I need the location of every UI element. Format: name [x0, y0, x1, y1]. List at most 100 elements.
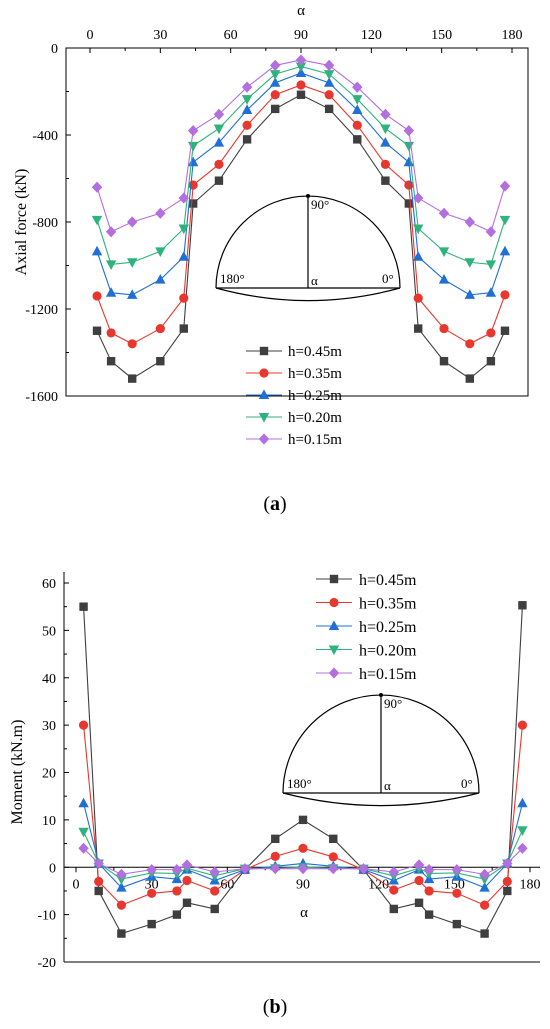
- data-point-a: [296, 90, 306, 99]
- x-axis-label-a: α: [297, 3, 305, 19]
- data-point-a: [179, 293, 189, 303]
- data-point-a: [485, 260, 497, 271]
- legend-entry-a: [246, 433, 282, 445]
- x-tick-label-b: 0: [73, 877, 80, 892]
- legend-marker-a: [258, 413, 270, 423]
- data-point-b: [297, 863, 309, 875]
- panel-label-letter-b: b: [269, 996, 280, 1018]
- data-point-a: [499, 215, 511, 226]
- data-point-a: [465, 374, 474, 383]
- data-point-a: [188, 180, 198, 190]
- x-axis-label-b: α: [300, 905, 308, 921]
- data-point-a: [270, 90, 280, 100]
- data-point-a: [270, 59, 281, 71]
- data-point-a: [500, 290, 510, 300]
- y-tick-label-a: -1600: [25, 390, 58, 405]
- data-point-b: [479, 868, 490, 880]
- data-point-a: [381, 176, 390, 185]
- data-point-b: [147, 919, 156, 929]
- data-point-a: [155, 247, 166, 257]
- series-line-a: [96, 72, 506, 296]
- data-point-b: [517, 842, 528, 854]
- inset-invert: [215, 287, 401, 302]
- data-point-a: [270, 70, 281, 80]
- data-point-a: [324, 90, 334, 100]
- x-tick-label-b: 90: [296, 877, 310, 892]
- data-point-a: [270, 77, 281, 87]
- legend-marker-b: [328, 667, 340, 679]
- data-point-a: [105, 287, 117, 297]
- data-point-b: [413, 859, 425, 871]
- legend-label-b: h=0.20m: [359, 643, 417, 660]
- data-point-b: [503, 886, 512, 896]
- inset-crown-point: [306, 194, 310, 198]
- data-point-b: [358, 863, 369, 875]
- data-point-b: [94, 886, 103, 896]
- data-point-b: [181, 859, 193, 871]
- data-point-a: [404, 180, 414, 190]
- data-point-b: [502, 876, 512, 887]
- y-tick-label-b: 40: [42, 672, 56, 687]
- x-tick-label-a: 90: [294, 28, 308, 43]
- data-point-b: [452, 919, 462, 929]
- y-tick-label-a: -400: [32, 129, 58, 144]
- data-point-a: [295, 54, 307, 66]
- data-point-a: [380, 108, 391, 120]
- data-point-b: [270, 851, 280, 861]
- data-point-a: [178, 251, 189, 261]
- data-point-b: [452, 888, 462, 898]
- y-tick-label-b: 0: [49, 861, 56, 876]
- data-point-a: [380, 137, 391, 147]
- x-tick-label-a: 0: [87, 28, 94, 43]
- legend-label-b: h=0.25m: [359, 619, 417, 636]
- legend-entry-b: [316, 597, 352, 608]
- data-point-b: [423, 864, 435, 876]
- data-point-b: [424, 886, 434, 896]
- data-point-a: [464, 216, 475, 228]
- y-tick-label-a: 0: [51, 42, 58, 57]
- data-point-a: [214, 176, 224, 185]
- data-point-b: [451, 864, 463, 876]
- data-point-a: [187, 141, 199, 152]
- series-h=0.15m: [91, 54, 511, 238]
- data-point-b: [517, 826, 528, 836]
- legend-marker-b: [328, 645, 340, 656]
- data-point-a: [380, 124, 391, 135]
- legend-marker-a: [258, 433, 270, 445]
- series-line-a: [96, 94, 506, 380]
- data-point-a: [500, 326, 510, 335]
- data-point-a: [242, 120, 252, 130]
- data-point-a: [403, 156, 415, 167]
- x-tick-label-b: 60: [220, 877, 234, 892]
- data-point-a: [324, 104, 334, 114]
- data-point-a: [105, 226, 117, 238]
- legend-marker-a: [259, 368, 269, 378]
- legend-entry-a: [246, 389, 282, 399]
- y-axis-label-b: Moment (kN.m): [9, 720, 26, 825]
- data-point-a: [213, 137, 225, 147]
- inset-top-label: 90°: [384, 696, 402, 711]
- data-point-a: [499, 180, 511, 192]
- data-point-a: [352, 104, 363, 114]
- data-point-a: [213, 108, 225, 120]
- data-point-a: [155, 207, 166, 219]
- data-point-b: [117, 929, 126, 938]
- x-tick-label-b: 30: [145, 877, 159, 892]
- inset-crown-point: [379, 693, 383, 697]
- data-point-b: [480, 929, 489, 938]
- panel-label-b: (b): [263, 996, 287, 1018]
- data-point-b: [172, 910, 182, 919]
- data-point-a: [128, 374, 137, 383]
- series-h=0.20m: [91, 62, 511, 271]
- data-point-a: [439, 357, 449, 366]
- legend-entry-b: [316, 620, 352, 630]
- data-point-a: [213, 124, 225, 135]
- data-point-a: [156, 357, 165, 366]
- data-point-b: [78, 720, 89, 730]
- x-tick-label-a: 60: [224, 28, 238, 43]
- legend-marker-a: [258, 389, 270, 399]
- data-point-b: [78, 797, 89, 808]
- data-point-b: [517, 797, 528, 808]
- inset-right-label: 0°: [461, 776, 473, 791]
